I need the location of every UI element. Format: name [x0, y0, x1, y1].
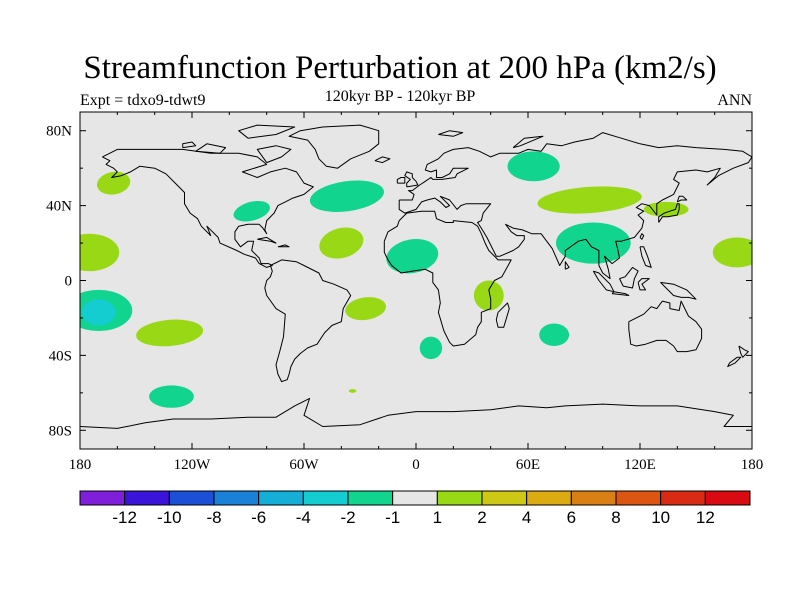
experiment-label: Expt = tdxo9-tdwt9 — [80, 92, 206, 109]
contour-e-africa-pos — [473, 280, 504, 311]
chart-subtitle: 120kyr BP - 120kyr BP — [324, 88, 476, 105]
contour-asia-pos — [537, 186, 642, 214]
season-label: ANN — [717, 92, 752, 109]
coastline-victoria-island — [195, 143, 227, 154]
contour-japan-pos — [643, 201, 689, 217]
colorbar-label: -4 — [296, 508, 311, 527]
chart-title: Streamfunction Perturbation at 200 hPa (… — [83, 50, 717, 86]
x-tick-label: 60E — [516, 457, 540, 473]
x-tick-label: 120W — [174, 457, 212, 473]
coastline-cuba — [257, 236, 277, 244]
coastline-australia — [628, 300, 703, 353]
contour-s-pacific-core — [81, 299, 116, 326]
coastline-borneo — [619, 266, 639, 289]
colorbar-label: 10 — [651, 508, 670, 527]
coastline-new-zealand-s — [727, 356, 742, 368]
coastline-taiwan — [639, 233, 645, 240]
colorbar-swatch — [79, 490, 126, 506]
coastline-sulawesi — [637, 278, 650, 291]
colorbar-swatch — [258, 490, 304, 506]
colorbar-label: 1 — [433, 508, 442, 527]
contour-w-pacific-pos — [712, 237, 752, 268]
coastline-java — [611, 291, 630, 296]
contour-s-africa-neg — [419, 336, 443, 360]
coastlines — [80, 124, 752, 429]
contour-n-atlantic-neg — [309, 180, 384, 212]
contour-s-ocean-neg — [149, 385, 194, 408]
contour-se-pacific-pos — [136, 319, 204, 347]
colorbar-swatch — [392, 490, 438, 506]
axis-ticks: 180 120W 60W 0 60E 120E 180 80N 40N 0 40S 80S — [46, 112, 763, 473]
contour-e-pacific-pos — [80, 233, 120, 272]
colorbar-label: 8 — [611, 508, 620, 527]
colorbar-swatch — [213, 490, 260, 506]
y-tick-label: 40N — [46, 199, 72, 215]
colorbar-label: 2 — [477, 508, 486, 527]
colorbar-label: -10 — [157, 508, 182, 527]
x-tick-label: 120E — [624, 457, 656, 473]
coastline-north-america — [102, 148, 314, 268]
colorbar-label: -1 — [385, 508, 400, 527]
colorbar: -12 -10 -8 -6 -4 -2 -1 1 2 4 6 8 10 12 — [79, 490, 751, 527]
coastline-svalbard — [438, 130, 464, 137]
colorbar-swatch — [615, 490, 662, 506]
coastline-africa — [383, 210, 512, 347]
colorbar-swatch — [660, 490, 706, 506]
x-tick-label: 0 — [412, 457, 420, 473]
coastline-japan — [658, 203, 680, 223]
colorbar-swatch — [704, 490, 751, 506]
contour-trop-atlantic-pos — [319, 227, 364, 259]
coastline-hokkaido — [676, 195, 688, 203]
coastline-iceland — [374, 156, 391, 164]
contour-indian-neg — [539, 323, 570, 347]
colorbar-swatch — [168, 490, 215, 506]
contour-n-pacific-pos — [96, 171, 131, 195]
coastline-hispaniola — [277, 244, 290, 248]
colorbar-swatch — [347, 490, 394, 506]
colorbar-label: -8 — [206, 508, 221, 527]
contour-s-asia-neg — [556, 222, 631, 264]
colorbar-label: -12 — [112, 508, 137, 527]
y-tick-label: 80S — [49, 423, 72, 439]
coastline-new-zealand-n — [738, 345, 749, 358]
coastline-sri-lanka — [564, 261, 570, 270]
coastline-greenland — [288, 124, 380, 169]
colorbar-swatch — [570, 490, 617, 506]
coastline-ellesmere — [238, 124, 296, 139]
colorbar-label: -6 — [251, 508, 266, 527]
colorbar-label: 12 — [696, 508, 715, 527]
coastline-ireland — [396, 177, 406, 184]
colorbar-swatch — [481, 490, 528, 506]
coastline-antarctica — [80, 397, 752, 429]
coastline-novaya-zemlya — [512, 135, 544, 149]
x-tick-label: 180 — [69, 457, 92, 473]
colorbar-label: 6 — [567, 508, 576, 527]
x-tick-label: 60W — [289, 457, 319, 473]
coastline-eurasia — [398, 132, 752, 280]
colorbar-swatch — [436, 490, 483, 506]
coastline-banks-island — [182, 141, 197, 149]
contour-s-atlantic-dot — [348, 389, 357, 393]
contour-n-america-neg — [233, 200, 270, 222]
contour-africa-neg — [386, 238, 439, 274]
colorbar-swatch — [302, 490, 349, 506]
coastline-baffin — [256, 145, 292, 164]
y-tick-label: 0 — [65, 274, 73, 290]
coastline-madagascar — [495, 302, 510, 328]
x-tick-label: 180 — [741, 457, 764, 473]
y-tick-label: 80N — [46, 124, 72, 140]
coastline-british-isles — [404, 171, 419, 188]
coastline-new-guinea — [660, 281, 697, 300]
coastline-south-america — [264, 259, 352, 383]
colorbar-swatch — [526, 490, 572, 506]
coastline-philippines — [639, 246, 652, 268]
contour-s-atlantic-pos — [345, 297, 386, 321]
contour-siberia-neg — [507, 151, 560, 182]
y-tick-label: 40S — [49, 348, 72, 364]
colorbar-label: -2 — [340, 508, 355, 527]
contour-fills — [80, 151, 752, 408]
colorbar-swatch — [124, 490, 170, 506]
colorbar-label: 4 — [522, 508, 531, 527]
